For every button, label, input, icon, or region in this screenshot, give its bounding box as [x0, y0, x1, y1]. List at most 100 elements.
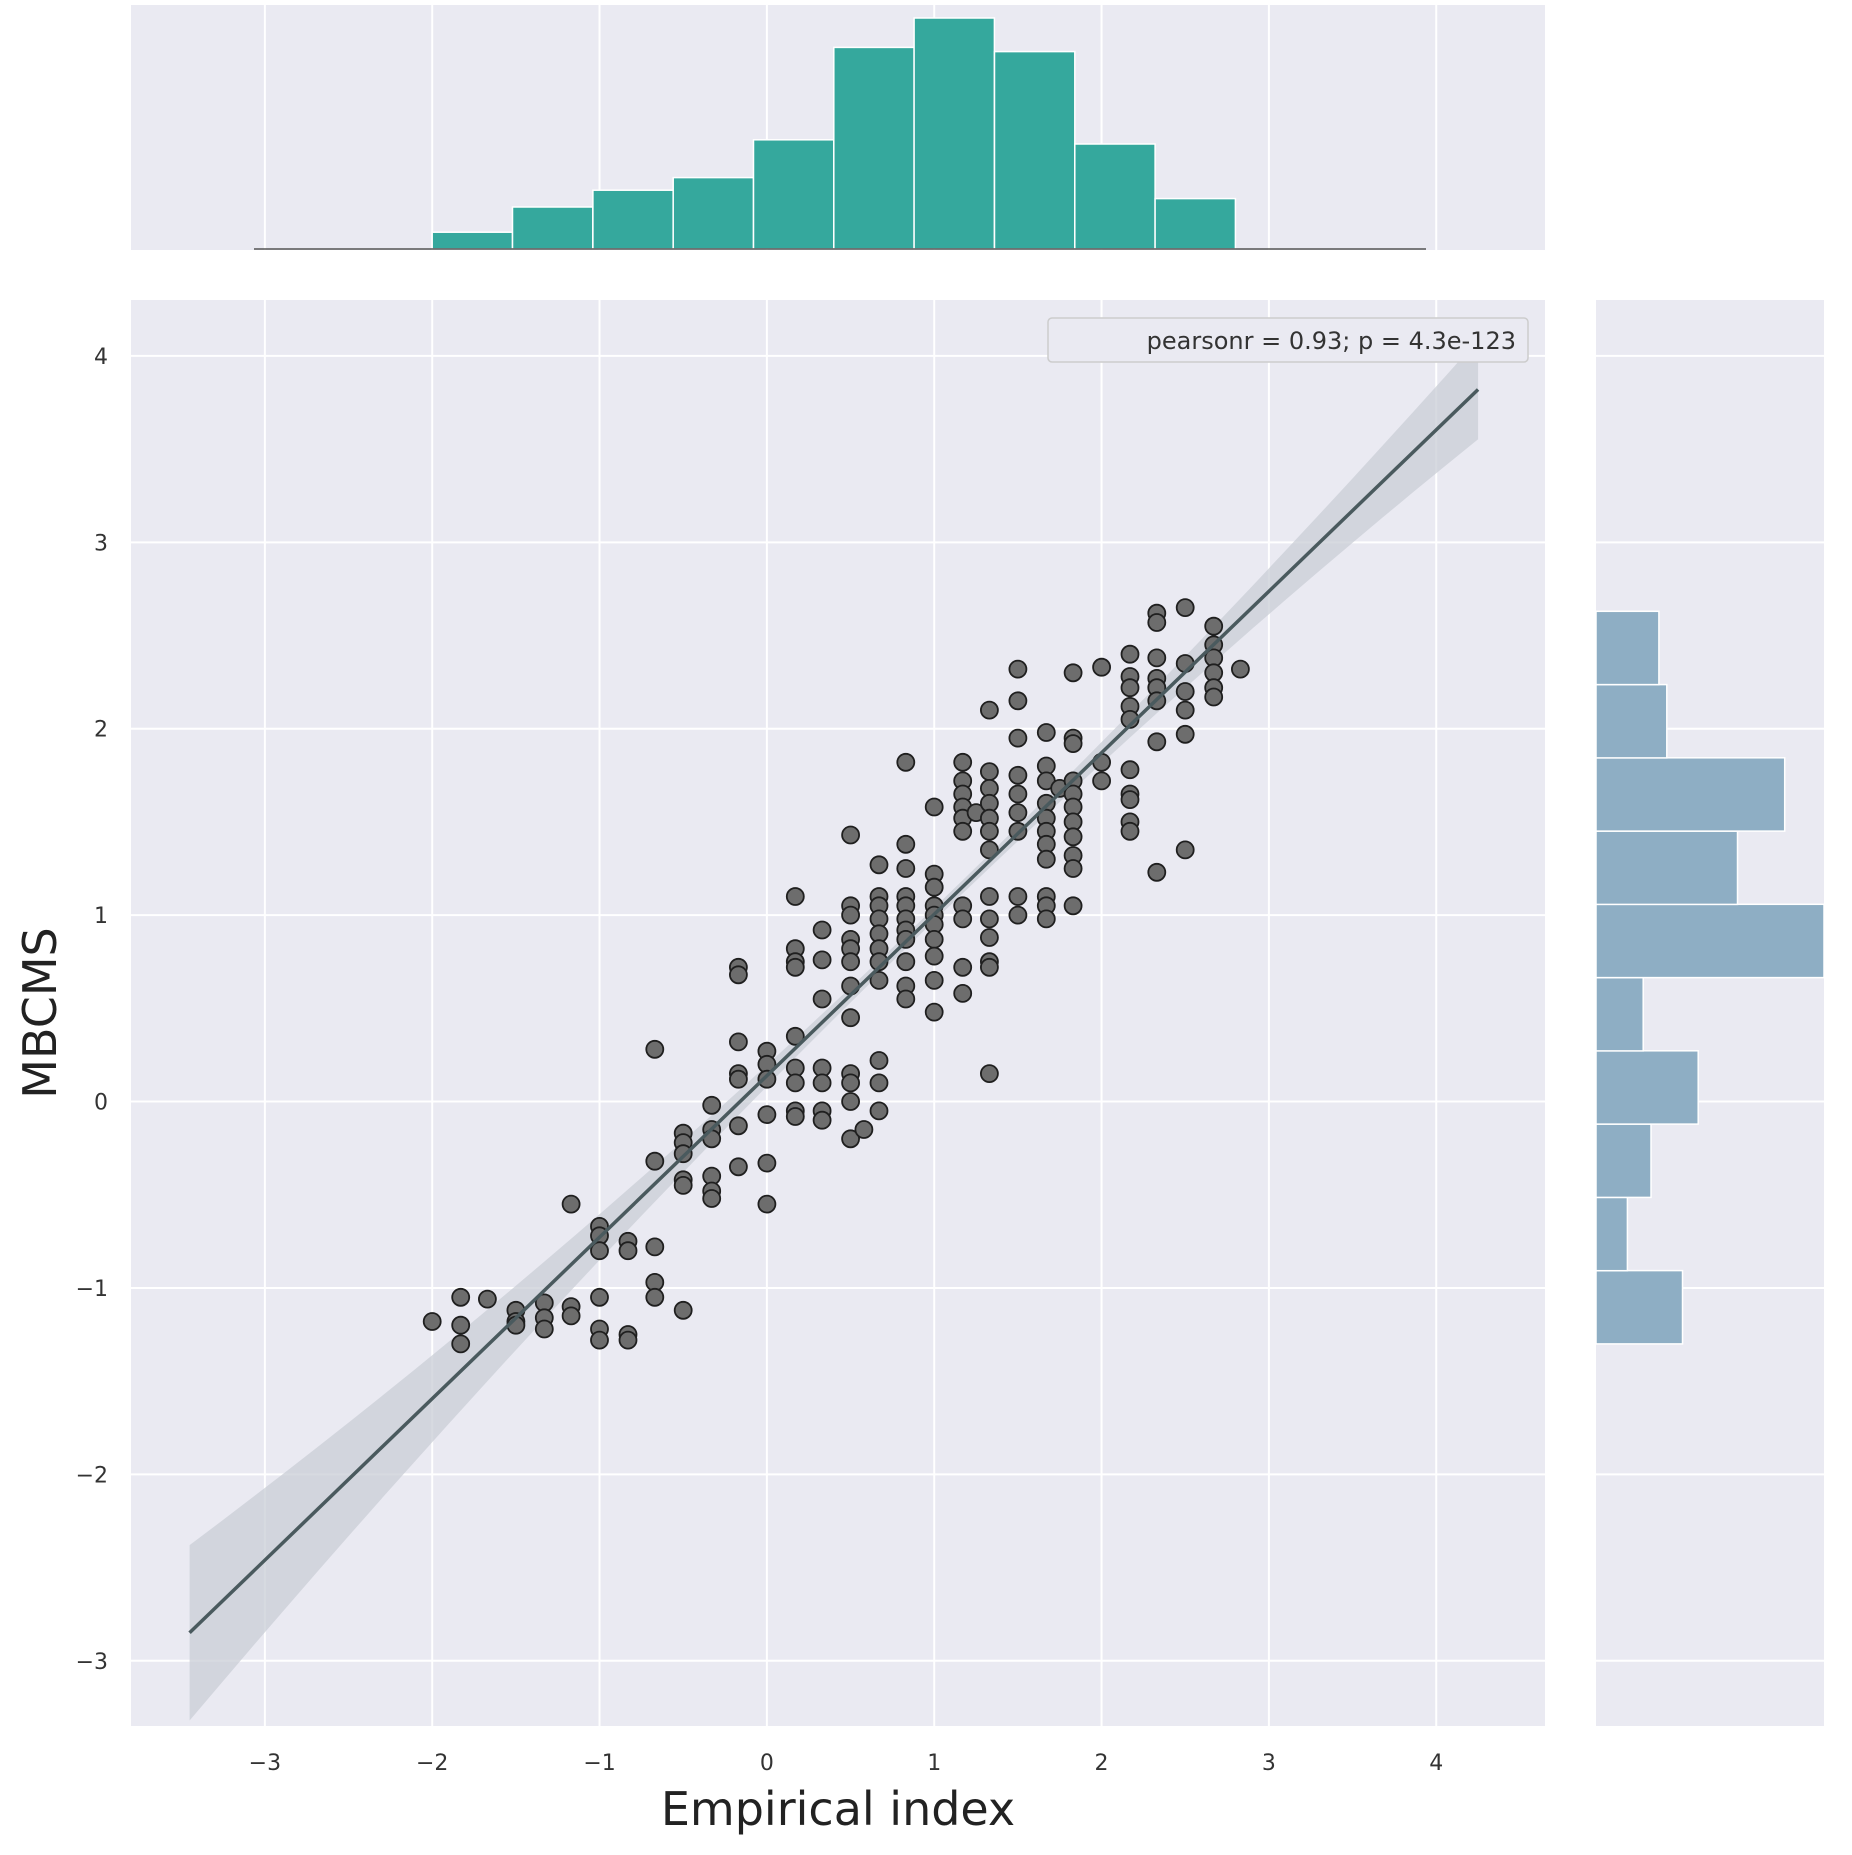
top-hist-bar: [592, 189, 674, 250]
x-tick-label: 1: [927, 1751, 941, 1776]
scatter-point: [785, 887, 805, 906]
scatter-point: [1120, 821, 1140, 841]
scatter-point: [1120, 644, 1140, 664]
scatter-point: [1175, 724, 1195, 744]
scatter-point: [953, 984, 973, 1003]
scatter-point: [980, 840, 999, 860]
scatter-point: [1036, 909, 1056, 929]
scatter-point: [1036, 849, 1056, 869]
top-hist-bar: [1154, 197, 1237, 250]
scatter-point: [561, 1194, 581, 1214]
scatter-point: [1036, 723, 1056, 742]
legend: pearsonr = 0.93; p = 4.3e-123: [1047, 317, 1529, 363]
scatter-point: [477, 1289, 497, 1309]
scatter-point: [1147, 732, 1167, 752]
scatter-point: [673, 1300, 693, 1320]
scatter-point: [785, 1107, 805, 1126]
y-axis-title: MBCMS: [13, 927, 67, 1098]
scatter-point: [1092, 771, 1111, 791]
scatter-point: [812, 989, 832, 1009]
y-tick-label: −3: [76, 1650, 108, 1675]
x-tick-label: 4: [1429, 1751, 1443, 1776]
scatter-point: [1204, 687, 1224, 707]
scatter-point: [980, 1064, 999, 1083]
scatter-point: [896, 859, 916, 878]
right-hist-bar: [1595, 1196, 1629, 1272]
y-tick-label: 0: [94, 1091, 108, 1116]
right-hist-bar: [1595, 976, 1644, 1052]
y-tick-label: 3: [94, 531, 108, 556]
right-hist-bar: [1595, 830, 1739, 906]
scatter-point: [812, 1073, 832, 1093]
right-hist-bar: [1595, 610, 1660, 686]
scatter-point: [590, 1330, 609, 1350]
scatter-point: [869, 1051, 889, 1070]
scatter-point: [953, 752, 973, 772]
scatter-point: [729, 1116, 748, 1136]
right-hist-bar: [1595, 903, 1825, 979]
scatter-point: [590, 1287, 609, 1307]
scatter-point: [980, 928, 999, 947]
scatter-point: [673, 1176, 693, 1195]
right-hist-bars: [1595, 610, 1825, 1345]
scatter-point: [924, 877, 944, 897]
scatter-point: [561, 1306, 581, 1326]
scatter-point: [702, 1095, 722, 1115]
scatter-point: [1120, 790, 1140, 809]
scatter-point: [841, 905, 860, 925]
x-tick-label: 0: [760, 1751, 774, 1776]
scatter-point: [785, 1026, 805, 1046]
scatter-point: [1175, 598, 1195, 617]
scatter-point: [618, 1330, 638, 1350]
scatter-point: [1175, 840, 1195, 860]
scatter-point: [896, 752, 916, 772]
x-tick-labels: −3 −2 −1 0 1 2 3 4: [249, 1751, 1444, 1776]
scatter-point: [645, 1237, 665, 1257]
scatter-point: [924, 797, 944, 817]
scatter-point: [645, 1151, 665, 1171]
x-tick-label: −2: [416, 1751, 448, 1776]
scatter-point: [1147, 648, 1167, 668]
main-scatter-panel: pearsonr = 0.93; p = 4.3e-123 −3 −2 −1 0 1 2 3…: [13, 300, 1545, 1836]
scatter-point: [729, 1032, 748, 1052]
scatter-point: [1175, 654, 1195, 673]
scatter-point: [785, 957, 805, 977]
scatter-point: [1120, 760, 1140, 780]
x-tick-label: 3: [1262, 1751, 1276, 1776]
scatter-point: [534, 1319, 554, 1339]
scatter-point: [729, 965, 748, 985]
scatter-point: [590, 1241, 609, 1261]
scatter-point: [841, 1073, 860, 1093]
x-tick-label: −3: [249, 1751, 281, 1776]
y-tick-label: −2: [76, 1463, 108, 1488]
scatter-point: [841, 1092, 860, 1111]
scatter-point: [1008, 784, 1028, 804]
scatter-point: [924, 971, 944, 990]
scatter-point: [841, 976, 860, 996]
scatter-points: [422, 598, 1250, 1354]
legend-text: pearsonr = 0.93; p = 4.3e-123: [1147, 327, 1516, 355]
right-hist-bar: [1595, 683, 1668, 759]
scatter-point: [841, 1129, 860, 1149]
y-tick-labels: −3 −2 −1 0 1 2 3 4: [76, 345, 108, 1675]
scatter-point: [645, 1287, 665, 1307]
scatter-point: [729, 1157, 748, 1177]
scatter-point: [757, 1105, 777, 1124]
scatter-point: [1120, 678, 1140, 698]
scatter-point: [980, 957, 999, 977]
right-hist-bar: [1595, 757, 1786, 832]
scatter-point: [869, 1073, 889, 1093]
y-tick-label: 1: [94, 904, 108, 929]
scatter-point: [1063, 896, 1083, 916]
scatter-point: [896, 989, 916, 1009]
right-hist-bar: [1595, 1269, 1684, 1345]
regression-line: [188, 388, 1480, 1635]
x-tick-label: 2: [1095, 1751, 1109, 1776]
scatter-point: [1231, 659, 1250, 679]
scatter-point: [1204, 616, 1224, 636]
right-hist-bar: [1595, 1123, 1652, 1199]
x-tick-label: −1: [583, 1751, 615, 1776]
scatter-point: [869, 971, 889, 990]
right-marginal-histogram: [1594, 300, 1825, 1726]
